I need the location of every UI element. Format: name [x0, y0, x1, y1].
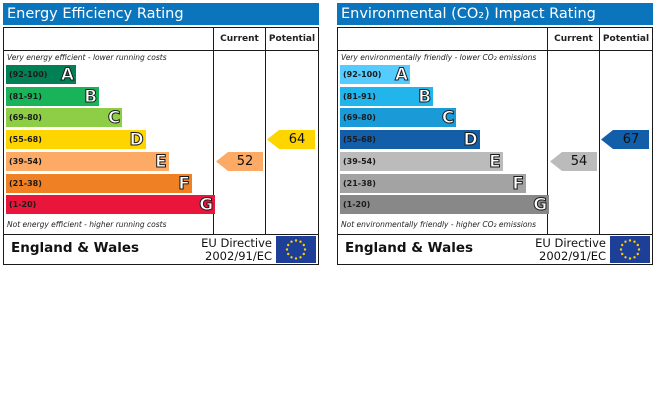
band-range-label: (39-54) — [9, 156, 42, 166]
band-c: (69-80) C — [6, 108, 123, 129]
band-letter: D — [463, 130, 478, 151]
directive-line-1: EU Directive — [201, 236, 272, 250]
band-f: (21-38) F — [6, 173, 192, 194]
band-range-label: (81-91) — [9, 91, 42, 101]
chart-box: Current Potential Very environmentally f… — [337, 27, 653, 265]
potential-column-header: Potential — [602, 34, 650, 44]
current-column-header: Current — [554, 34, 593, 44]
band-letter: D — [129, 130, 144, 151]
band-range-label: (21-38) — [9, 178, 42, 188]
band-range-label: (81-91) — [343, 91, 376, 101]
directive-line-2: 2002/91/EC — [539, 249, 606, 263]
directive-line-2: 2002/91/EC — [205, 249, 272, 263]
chart-box: Current Potential Very energy efficient … — [3, 27, 319, 265]
band-e: (39-54) E — [340, 151, 503, 172]
bottom-caption: Not environmentally friendly - higher CO… — [341, 220, 537, 229]
footer-country: England & Wales — [345, 240, 474, 256]
current-column-header: Current — [220, 34, 259, 44]
band-letter: F — [178, 173, 191, 194]
directive-line-1: EU Directive — [535, 236, 606, 250]
current-rating-value: 54 — [570, 153, 588, 169]
energy-efficiency-chart: Energy Efficiency Rating Current Potenti… — [3, 3, 319, 265]
band-range-label: (1-20) — [343, 200, 371, 210]
band-g: (1-20) G — [340, 195, 550, 216]
eu-flag-icon — [610, 236, 650, 263]
band-f: (21-38) F — [340, 173, 526, 194]
band-letter: G — [533, 195, 548, 216]
band-b: (81-91) B — [340, 86, 434, 107]
band-letter: C — [441, 108, 455, 129]
chart-title: Environmental (CO₂) Impact Rating — [337, 3, 653, 25]
band-letter: A — [60, 65, 74, 86]
band-e: (39-54) E — [6, 151, 169, 172]
band-letter: B — [418, 86, 432, 107]
band-range-label: (21-38) — [343, 178, 376, 188]
current-rating-value: 52 — [236, 153, 254, 169]
band-d: (55-68) D — [340, 130, 480, 151]
band-d: (55-68) D — [6, 130, 146, 151]
band-letter: C — [107, 108, 121, 129]
band-letter: E — [155, 151, 168, 172]
eu-directive: EU Directive 2002/91/EC — [192, 237, 272, 263]
band-letter: E — [489, 151, 502, 172]
environmental-impact-chart: Environmental (CO₂) Impact Rating Curren… — [337, 3, 653, 265]
potential-rating-arrow: 67 — [601, 130, 649, 150]
eu-flag-icon — [276, 236, 316, 263]
band-c: (69-80) C — [340, 108, 457, 129]
band-range-label: (39-54) — [343, 156, 376, 166]
band-letter: B — [84, 86, 98, 107]
band-range-label: (1-20) — [9, 200, 37, 210]
band-letter: F — [512, 173, 525, 194]
band-range-label: (92-100) — [9, 70, 48, 79]
band-letter: G — [199, 195, 214, 216]
band-range-label: (55-68) — [343, 135, 376, 145]
top-caption: Very environmentally friendly - lower CO… — [341, 53, 537, 62]
bottom-caption: Not energy efficient - higher running co… — [7, 220, 167, 229]
band-b: (81-91) B — [6, 86, 100, 107]
band-a: (92-100) A — [340, 65, 410, 86]
band-letter: A — [394, 65, 408, 86]
band-range-label: (55-68) — [9, 135, 42, 145]
potential-rating-arrow: 64 — [267, 130, 315, 150]
potential-column-header: Potential — [268, 34, 316, 44]
current-rating-arrow: 54 — [550, 151, 597, 171]
band-range-label: (69-80) — [343, 113, 376, 123]
footer-country: England & Wales — [11, 240, 140, 256]
potential-rating-value: 67 — [622, 132, 640, 148]
eu-directive: EU Directive 2002/91/EC — [526, 237, 606, 263]
band-a: (92-100) A — [6, 65, 76, 86]
chart-title: Energy Efficiency Rating — [3, 3, 319, 25]
current-rating-arrow: 52 — [216, 151, 263, 171]
band-range-label: (69-80) — [9, 113, 42, 123]
band-g: (1-20) G — [6, 195, 216, 216]
potential-rating-value: 64 — [288, 132, 306, 148]
top-caption: Very energy efficient - lower running co… — [7, 53, 167, 62]
band-range-label: (92-100) — [343, 70, 382, 79]
